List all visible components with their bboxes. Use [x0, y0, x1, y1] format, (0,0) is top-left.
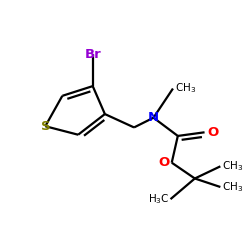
Text: O: O	[207, 126, 218, 139]
Text: H$_3$C: H$_3$C	[148, 192, 169, 206]
Text: N: N	[148, 111, 159, 124]
Text: CH$_3$: CH$_3$	[222, 160, 243, 173]
Text: CH$_3$: CH$_3$	[176, 82, 197, 96]
Text: S: S	[40, 120, 50, 133]
Text: CH$_3$: CH$_3$	[222, 180, 243, 194]
Text: Br: Br	[84, 48, 101, 61]
Text: O: O	[158, 156, 169, 169]
